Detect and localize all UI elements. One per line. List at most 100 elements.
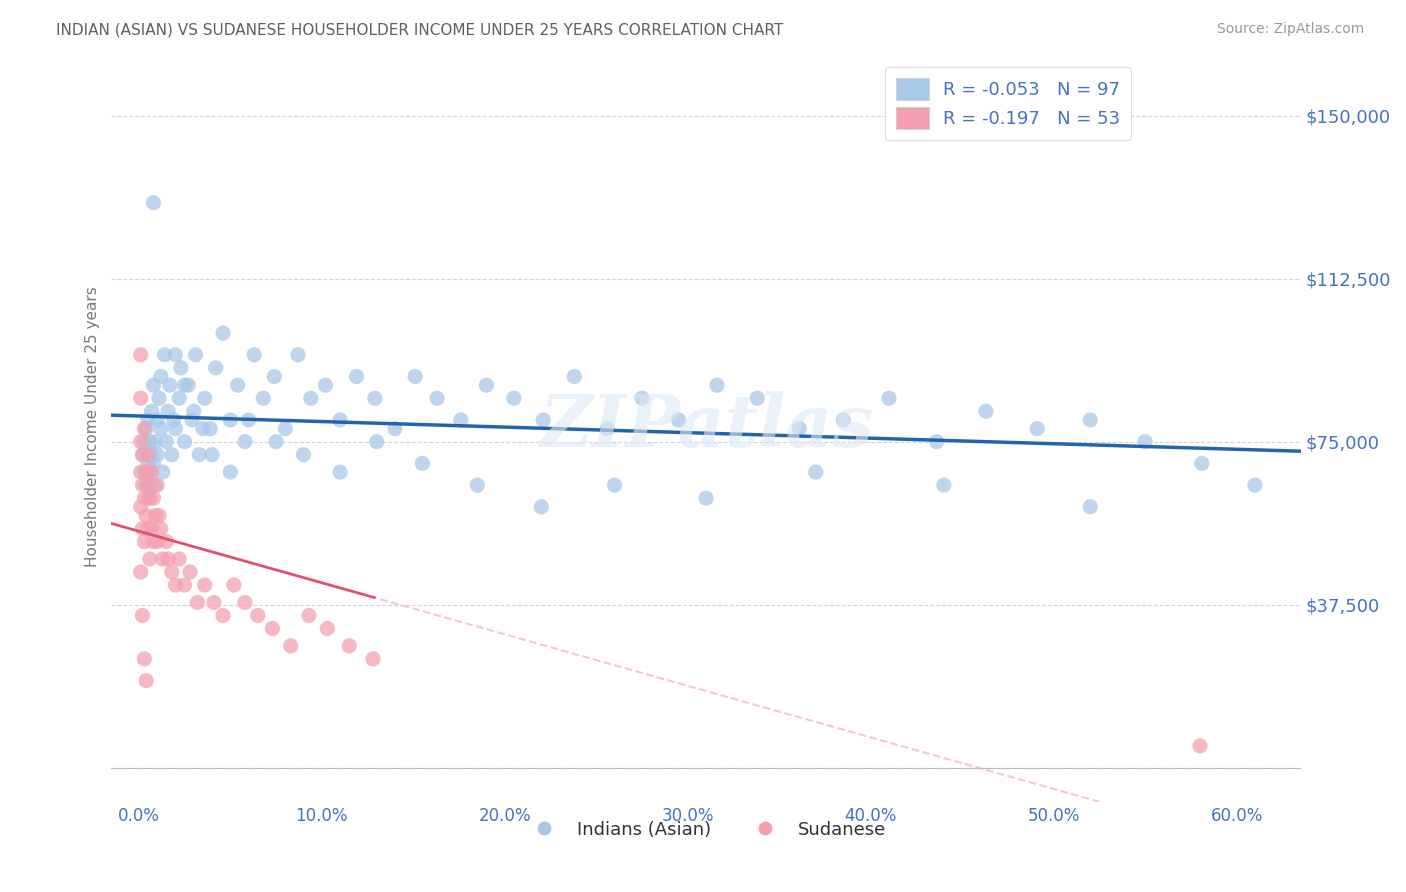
- Indians (Asian): [274, 422, 297, 436]
- Indians (Asian): [134, 434, 156, 449]
- Indians (Asian): [631, 391, 654, 405]
- Indians (Asian): [194, 391, 217, 405]
- Indians (Asian): [170, 360, 193, 375]
- Sudanese: [131, 522, 153, 536]
- Indians (Asian): [141, 478, 163, 492]
- Indians (Asian): [143, 434, 166, 449]
- Sudanese: [134, 422, 156, 436]
- Indians (Asian): [1133, 434, 1156, 449]
- Indians (Asian): [603, 478, 626, 492]
- Indians (Asian): [252, 391, 274, 405]
- Sudanese: [129, 434, 152, 449]
- Sudanese: [135, 508, 157, 523]
- Text: Source: ZipAtlas.com: Source: ZipAtlas.com: [1216, 22, 1364, 37]
- Indians (Asian): [411, 457, 433, 471]
- Indians (Asian): [292, 448, 315, 462]
- Indians (Asian): [789, 422, 811, 436]
- Sudanese: [131, 478, 153, 492]
- Indians (Asian): [1026, 422, 1049, 436]
- Indians (Asian): [877, 391, 900, 405]
- Sudanese: [129, 348, 152, 362]
- Indians (Asian): [142, 378, 165, 392]
- Indians (Asian): [384, 422, 406, 436]
- Sudanese: [179, 565, 201, 579]
- Sudanese: [142, 491, 165, 505]
- Indians (Asian): [531, 413, 554, 427]
- Sudanese: [129, 500, 152, 514]
- Legend: Indians (Asian), Sudanese: Indians (Asian), Sudanese: [519, 814, 893, 846]
- Sudanese: [146, 478, 169, 492]
- Indians (Asian): [183, 404, 205, 418]
- Sudanese: [141, 465, 163, 479]
- Sudanese: [160, 565, 183, 579]
- Sudanese: [134, 491, 156, 505]
- Sudanese: [149, 522, 172, 536]
- Indians (Asian): [159, 378, 181, 392]
- Indians (Asian): [139, 434, 162, 449]
- Indians (Asian): [530, 500, 553, 514]
- Indians (Asian): [142, 195, 165, 210]
- Text: ZIPatlas: ZIPatlas: [538, 391, 873, 462]
- Indians (Asian): [201, 448, 224, 462]
- Sudanese: [131, 608, 153, 623]
- Indians (Asian): [1078, 500, 1101, 514]
- Indians (Asian): [141, 448, 163, 462]
- Indians (Asian): [974, 404, 997, 418]
- Indians (Asian): [233, 434, 256, 449]
- Sudanese: [298, 608, 321, 623]
- Indians (Asian): [136, 457, 159, 471]
- Sudanese: [361, 652, 384, 666]
- Sudanese: [135, 673, 157, 688]
- Indians (Asian): [562, 369, 585, 384]
- Sudanese: [186, 595, 208, 609]
- Indians (Asian): [238, 413, 260, 427]
- Indians (Asian): [167, 391, 190, 405]
- Indians (Asian): [148, 391, 170, 405]
- Sudanese: [152, 552, 174, 566]
- Indians (Asian): [200, 422, 222, 436]
- Indians (Asian): [287, 348, 309, 362]
- Indians (Asian): [155, 434, 177, 449]
- Indians (Asian): [932, 478, 955, 492]
- Indians (Asian): [131, 448, 153, 462]
- Indians (Asian): [165, 422, 187, 436]
- Indians (Asian): [475, 378, 498, 392]
- Indians (Asian): [226, 378, 249, 392]
- Sudanese: [155, 534, 177, 549]
- Indians (Asian): [299, 391, 322, 405]
- Indians (Asian): [188, 448, 211, 462]
- Sudanese: [136, 478, 159, 492]
- Indians (Asian): [668, 413, 690, 427]
- Indians (Asian): [165, 348, 187, 362]
- Indians (Asian): [141, 404, 163, 418]
- Sudanese: [135, 465, 157, 479]
- Indians (Asian): [1244, 478, 1267, 492]
- Sudanese: [194, 578, 217, 592]
- Indians (Asian): [152, 465, 174, 479]
- Indians (Asian): [329, 465, 352, 479]
- Sudanese: [157, 552, 180, 566]
- Indians (Asian): [264, 434, 287, 449]
- Indians (Asian): [173, 434, 195, 449]
- Indians (Asian): [136, 491, 159, 505]
- Indians (Asian): [1191, 457, 1213, 471]
- Indians (Asian): [191, 422, 214, 436]
- Indians (Asian): [243, 348, 266, 362]
- Indians (Asian): [314, 378, 336, 392]
- Indians (Asian): [149, 369, 172, 384]
- Indians (Asian): [142, 457, 165, 471]
- Y-axis label: Householder Income Under 25 years: Householder Income Under 25 years: [86, 286, 100, 566]
- Indians (Asian): [134, 465, 156, 479]
- Indians (Asian): [146, 413, 169, 427]
- Sudanese: [262, 622, 284, 636]
- Indians (Asian): [177, 378, 200, 392]
- Sudanese: [129, 391, 152, 405]
- Text: INDIAN (ASIAN) VS SUDANESE HOUSEHOLDER INCOME UNDER 25 YEARS CORRELATION CHART: INDIAN (ASIAN) VS SUDANESE HOUSEHOLDER I…: [56, 22, 783, 37]
- Indians (Asian): [706, 378, 728, 392]
- Sudanese: [139, 552, 162, 566]
- Indians (Asian): [204, 360, 226, 375]
- Indians (Asian): [695, 491, 717, 505]
- Indians (Asian): [212, 326, 235, 340]
- Indians (Asian): [149, 422, 172, 436]
- Sudanese: [143, 508, 166, 523]
